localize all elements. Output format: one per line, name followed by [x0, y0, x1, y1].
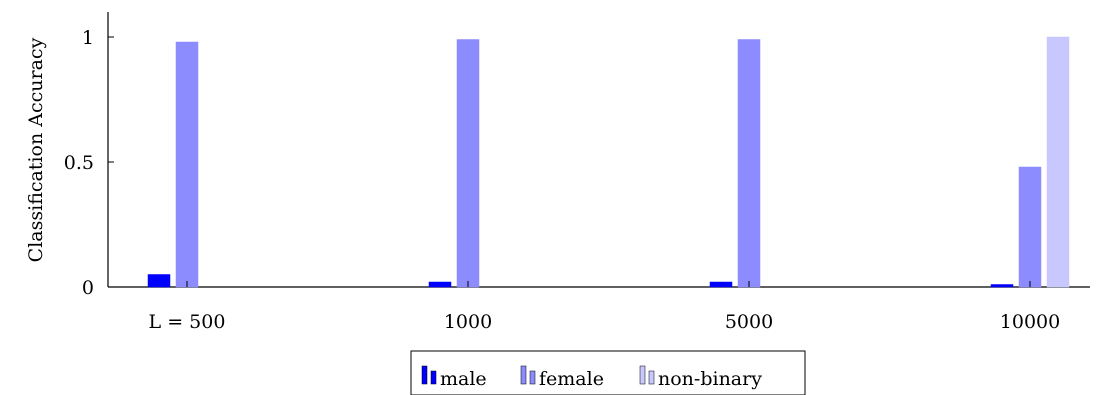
axes: [107, 12, 1090, 288]
bar-non-binary-3: [1046, 36, 1070, 288]
bar-female-3: [1018, 166, 1042, 288]
legend-swatch-female: [520, 365, 527, 385]
y-tick-label: 0.5: [64, 152, 94, 174]
legend-swatch-female-small: [529, 370, 536, 385]
bar-male-3: [990, 284, 1014, 288]
bar-male-0: [147, 274, 171, 288]
x-tick-label: L = 500: [149, 311, 226, 333]
x-ticks: L = 500 1000 5000 10000: [149, 281, 1060, 333]
bar-male-1: [428, 281, 452, 288]
bar-female-1: [456, 39, 480, 288]
legend-label-non-binary: non-binary: [658, 368, 762, 390]
y-tick-label: 1: [82, 27, 94, 49]
x-tick-label: 10000: [1000, 311, 1060, 333]
x-tick-label: 5000: [725, 311, 773, 333]
y-tick-label: 0: [82, 277, 94, 299]
bar-male-2: [709, 281, 733, 288]
y-ticks: 00.51: [64, 27, 114, 299]
y-axis-label: Classification Accuracy: [25, 37, 47, 262]
bar-female-2: [737, 39, 761, 288]
bar-female-0: [175, 41, 199, 288]
legend-swatch-male-small: [430, 370, 437, 385]
legend-swatch-male: [421, 365, 428, 385]
legend-swatch-non-binary-small: [648, 370, 655, 385]
legend-swatch-non-binary: [639, 365, 646, 385]
legend: male female non-binary: [410, 350, 806, 395]
legend-box: [410, 350, 806, 395]
legend-label-male: male: [440, 368, 487, 390]
bars: [147, 36, 1070, 288]
x-tick-label: 1000: [444, 311, 492, 333]
legend-label-female: female: [539, 368, 604, 390]
